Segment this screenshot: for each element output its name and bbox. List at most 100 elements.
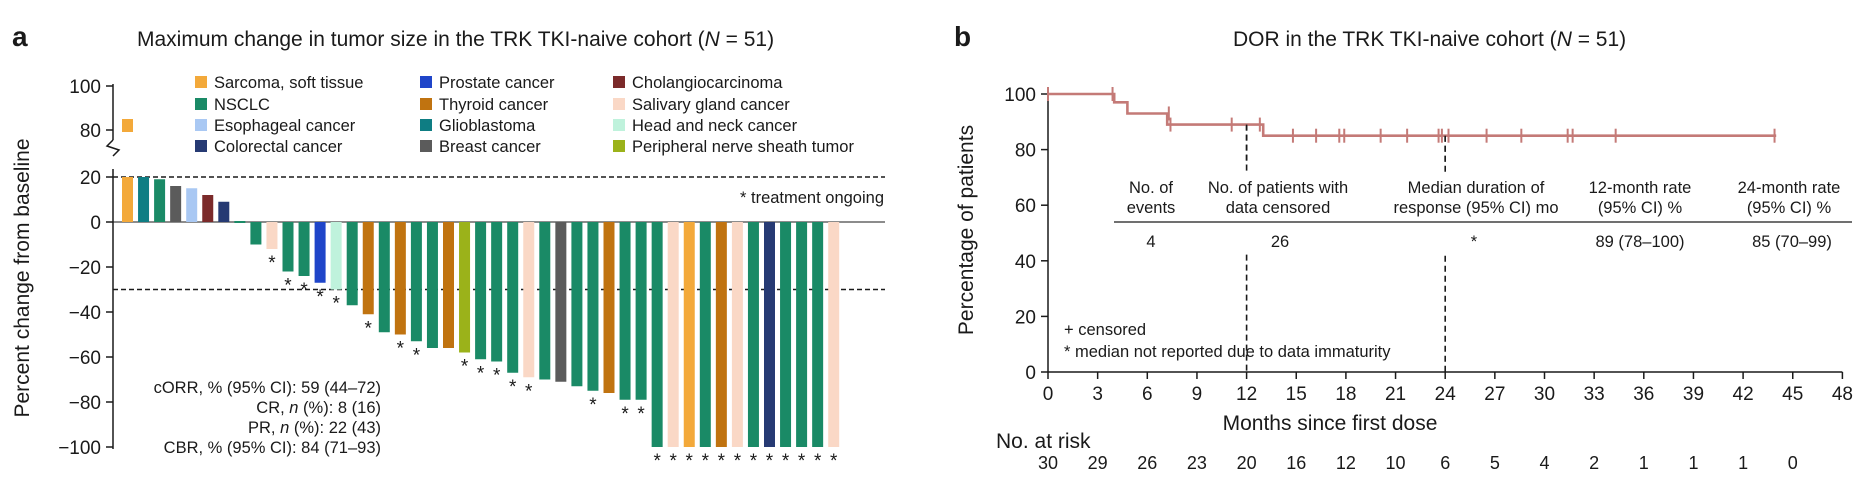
bar: [539, 222, 551, 380]
ongoing-star: *: [461, 357, 469, 378]
bar: [635, 222, 647, 400]
b-x-tick-label: 42: [1733, 384, 1754, 405]
bar: [218, 201, 230, 222]
ongoing-star: *: [830, 451, 838, 472]
bar: [314, 222, 326, 283]
ongoing-star: *: [268, 253, 276, 274]
legend-item: Glioblastoma: [420, 117, 536, 135]
legend-swatch: [195, 76, 207, 88]
bar: [683, 222, 695, 447]
legend-swatch: [613, 76, 625, 88]
panel-a-ongoing-markers: * * * * * * * * * * * * * * * * * * * * * * * * * * * *: [268, 253, 838, 472]
y-tick-label: −40: [69, 303, 101, 324]
b-x-tick-label: 45: [1782, 384, 1803, 405]
bar: [234, 221, 246, 223]
risk-number: 29: [1088, 453, 1108, 473]
bar: [459, 222, 471, 353]
b-x-tick-label: 48: [1832, 384, 1853, 405]
legend-label: Colorectal cancer: [214, 138, 343, 156]
b-y-tick-label: 0: [1025, 363, 1036, 384]
treatment-ongoing-note: * treatment ongoing: [740, 189, 884, 207]
bar: [587, 222, 599, 391]
bar: [330, 222, 342, 290]
legend-item: Colorectal cancer: [195, 138, 343, 156]
panel-b-letter: b: [954, 21, 971, 52]
legend-label: Esophageal cancer: [214, 117, 356, 135]
legend-label: Salivary gland cancer: [632, 96, 790, 114]
panel-a-bars: [122, 119, 840, 447]
bar: [410, 222, 422, 342]
legend-swatch: [420, 140, 432, 152]
table-header-line1: Median duration of: [1408, 179, 1545, 197]
y-tick-label: −80: [69, 393, 101, 414]
panel-b-summary-table: No. of events No. of patients with data cen…: [1112, 124, 1857, 252]
ongoing-star: *: [686, 451, 694, 472]
risk-number: 1: [1639, 453, 1649, 473]
bar: [475, 222, 487, 360]
panel-a: a Maximum change in tumor size in the TR…: [11, 21, 885, 472]
bar: [796, 222, 808, 447]
bar: [699, 222, 711, 447]
ongoing-star: *: [509, 377, 517, 398]
ongoing-star: *: [365, 318, 373, 339]
table-background: [1112, 172, 1857, 252]
legend-label: NSCLC: [214, 96, 270, 114]
bar: [667, 222, 679, 447]
table-header-line1: 24-month rate: [1738, 179, 1841, 197]
panel-a-y-axis: −100 −80 −60 −40 −20 0 20 80 100: [58, 77, 121, 459]
ongoing-star: *: [589, 395, 597, 416]
panel-b-title: DOR in the TRK TKI-naive cohort (N = 51): [1233, 28, 1626, 51]
bar: [154, 179, 166, 222]
risk-number: 12: [1336, 453, 1356, 473]
y-tick-label: −60: [69, 348, 101, 369]
risk-number: 1: [1738, 453, 1748, 473]
table-value: 89 (78–100): [1596, 233, 1685, 251]
b-x-tick-label: 27: [1484, 384, 1505, 405]
panel-a-y-axis-label: Percent change from baseline: [11, 139, 34, 418]
b-x-tick-label: 24: [1435, 384, 1457, 405]
footnote-median: * median not reported due to data immatu…: [1064, 343, 1391, 361]
legend-swatch: [420, 98, 432, 110]
legend-swatch: [420, 76, 432, 88]
y-tick-label: 100: [69, 77, 101, 98]
ongoing-star: *: [734, 451, 742, 472]
bar: [202, 195, 214, 222]
ongoing-star: *: [300, 280, 308, 301]
legend-item: NSCLC: [195, 96, 270, 114]
bar: [298, 222, 310, 276]
panel-b-footnotes: + censored * median not reported due to …: [1064, 321, 1391, 361]
table-value: 26: [1271, 233, 1289, 251]
panel-b-km-curve: [1047, 87, 1777, 143]
legend-swatch: [613, 98, 625, 110]
legend-item: Cholangiocarcinoma: [613, 74, 783, 92]
risk-number: 4: [1539, 453, 1549, 473]
table-header-line2: response (95% CI) mo: [1393, 199, 1558, 217]
y-tick-label: 80: [80, 121, 101, 142]
risk-number: 20: [1237, 453, 1257, 473]
table-value: 85 (70–99): [1752, 233, 1832, 251]
stat-pr: PR, n (%): 22 (43): [248, 419, 381, 437]
ongoing-star: *: [750, 451, 758, 472]
bar: [507, 222, 519, 373]
bar-broken-upper: [122, 119, 133, 132]
risk-number: 30: [1038, 453, 1058, 473]
legend-label: Prostate cancer: [439, 74, 555, 92]
risk-number: 10: [1386, 453, 1406, 473]
table-header-line2: (95% CI) %: [1598, 199, 1683, 217]
bar: [731, 222, 743, 447]
table-value: 4: [1146, 233, 1155, 251]
table-header-line1: No. of patients with: [1208, 179, 1348, 197]
bar: [651, 222, 663, 447]
bar: [282, 222, 294, 272]
footnote-censored: + censored: [1064, 321, 1146, 339]
b-x-tick-label: 21: [1385, 384, 1406, 405]
ongoing-star: *: [798, 451, 806, 472]
ongoing-star: *: [525, 381, 533, 402]
legend-item: Sarcoma, soft tissue: [195, 74, 363, 92]
b-x-tick-label: 0: [1043, 384, 1054, 405]
risk-label: No. at risk: [996, 430, 1091, 453]
panel-b-y-axis-label: Percentage of patients: [955, 125, 978, 335]
b-x-tick-label: 33: [1584, 384, 1605, 405]
